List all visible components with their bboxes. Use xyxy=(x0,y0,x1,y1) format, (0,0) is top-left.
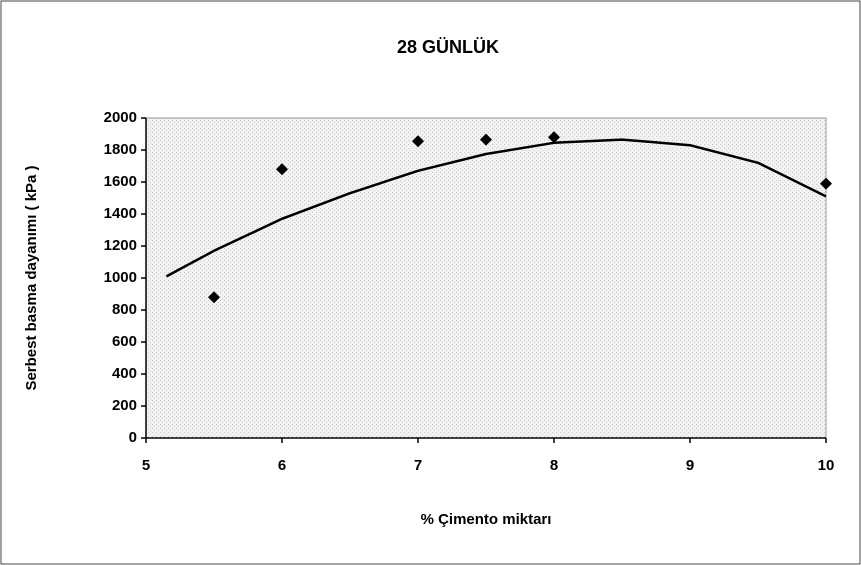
y-tick-label: 1600 xyxy=(104,173,137,190)
data-point xyxy=(820,177,832,190)
y-tick-label: 1200 xyxy=(104,237,137,254)
data-point xyxy=(480,133,492,146)
data-point xyxy=(276,163,288,176)
data-point xyxy=(208,291,220,304)
y-tick-label: 600 xyxy=(112,333,137,350)
y-axis-label: Serbest basma dayanımı ( kPa ) xyxy=(23,165,40,390)
y-tick-label: 2000 xyxy=(104,109,137,126)
x-tick-label: 9 xyxy=(686,457,694,474)
x-tick-label: 5 xyxy=(142,457,150,474)
x-tick-label: 10 xyxy=(818,457,835,474)
x-axis-label: % Çimento miktarı xyxy=(421,511,552,528)
y-tick-label: 800 xyxy=(112,301,137,318)
x-tick-label: 7 xyxy=(414,457,422,474)
chart-title: 28 GÜNLÜK xyxy=(397,37,499,57)
data-point xyxy=(412,135,424,148)
y-tick-label: 400 xyxy=(112,365,137,382)
trend-line xyxy=(165,138,827,278)
y-tick-label: 0 xyxy=(129,429,137,446)
x-tick-label: 8 xyxy=(550,457,558,474)
y-tick-label: 200 xyxy=(112,397,137,414)
plot-area xyxy=(145,117,827,439)
y-tick-label: 1000 xyxy=(104,269,137,286)
data-point xyxy=(548,131,560,144)
y-tick-label: 1400 xyxy=(104,205,137,222)
y-tick-label: 1800 xyxy=(104,141,137,158)
x-tick-label: 6 xyxy=(278,457,286,474)
